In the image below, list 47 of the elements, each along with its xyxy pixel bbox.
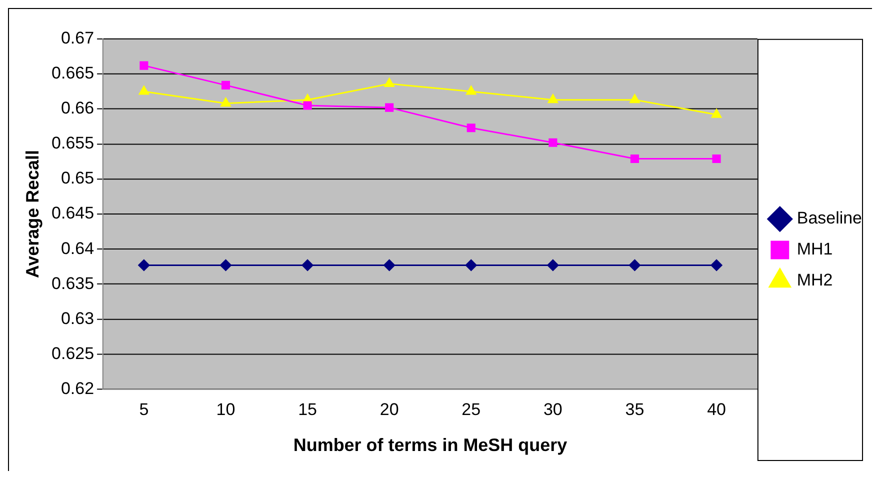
y-tick-label: 0.64	[60, 238, 94, 258]
y-tick-label: 0.66	[60, 98, 94, 118]
point	[630, 94, 640, 104]
point	[465, 259, 477, 271]
y-tick-label: 0.625	[52, 344, 94, 363]
x-tick-label: 25	[462, 400, 481, 420]
y-axis-title: Average Recall	[22, 150, 43, 278]
point	[220, 98, 231, 107]
point	[385, 103, 394, 112]
point	[384, 78, 394, 88]
x-tick-label: 15	[298, 400, 317, 420]
point	[547, 259, 559, 271]
y-tick-label: 0.655	[52, 134, 94, 153]
point	[712, 154, 721, 163]
point	[140, 61, 148, 70]
point	[630, 154, 640, 163]
point	[710, 259, 722, 271]
y-tick-label: 0.65	[60, 168, 94, 188]
point	[384, 259, 396, 271]
point	[303, 101, 312, 110]
point	[466, 86, 476, 95]
y-tick-label: 0.635	[52, 274, 94, 293]
point	[466, 124, 476, 132]
point	[138, 259, 150, 271]
y-tick-label: 0.62	[60, 378, 94, 398]
x-tick-label: 30	[543, 400, 562, 420]
y-tick-label: 0.67	[60, 28, 94, 48]
legend-label: Baseline	[796, 208, 862, 228]
x-tick-label: 20	[380, 400, 399, 420]
legend-label: MH1	[796, 240, 833, 259]
x-axis-title: Number of terms in MeSH query	[293, 435, 568, 456]
x-tick-label: 35	[625, 400, 644, 420]
point	[628, 259, 640, 271]
point	[220, 259, 232, 271]
y-tick-label: 0.645	[52, 204, 94, 223]
x-tick-label: 5	[139, 400, 149, 420]
y-tick-label: 0.665	[52, 64, 94, 83]
legend-label: MH2	[796, 270, 833, 290]
point	[548, 138, 558, 147]
y-tick-label: 0.63	[60, 308, 94, 328]
x-tick-label: 40	[707, 400, 726, 420]
point	[548, 94, 558, 104]
point	[711, 108, 722, 118]
point	[302, 259, 314, 271]
point	[221, 80, 230, 90]
x-tick-label: 10	[216, 400, 236, 420]
point	[138, 86, 150, 95]
